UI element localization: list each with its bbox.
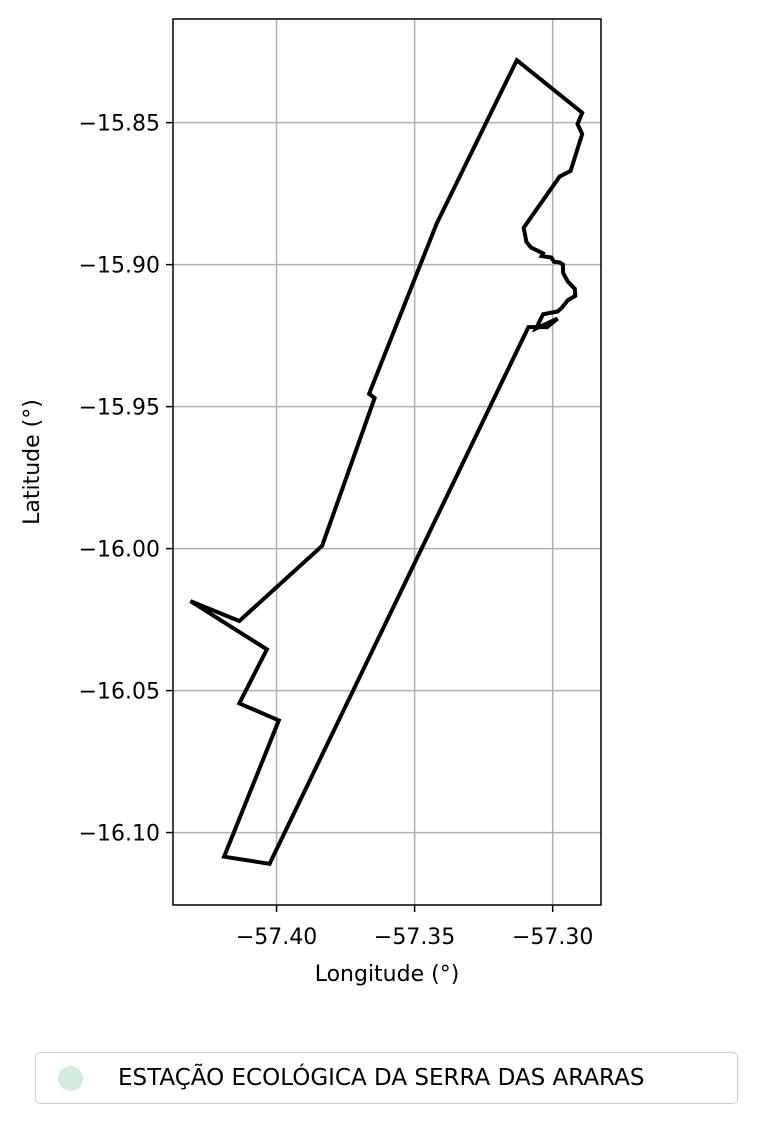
y-axis-label: Latitude (°) xyxy=(20,399,45,525)
x-axis-ticks: −57.40 −57.35 −57.30 xyxy=(236,905,593,950)
y-tick-label: −16.00 xyxy=(79,538,160,563)
y-tick-label: −16.05 xyxy=(79,680,160,705)
map-figure: −57.40 −57.35 −57.30 −15.85 −15.90 −15.95 −16… xyxy=(20,18,602,987)
y-tick-label: −15.85 xyxy=(79,112,160,137)
x-tick-label: −57.40 xyxy=(236,925,317,950)
legend: ESTAÇÃO ECOLÓGICA DA SERRA DAS ARARAS xyxy=(35,1052,738,1104)
y-tick-label: −16.10 xyxy=(79,822,160,847)
y-tick-label: −15.90 xyxy=(79,254,160,279)
map-polygons xyxy=(189,57,585,867)
legend-marker-icon xyxy=(58,1065,83,1091)
y-axis-ticks: −15.85 −15.90 −15.95 −16.00 −16.05 −16.10 xyxy=(79,112,173,847)
protected-area-boundary xyxy=(189,57,585,867)
y-tick-label: −15.95 xyxy=(79,396,160,421)
grid-lines xyxy=(173,19,601,905)
x-tick-label: −57.35 xyxy=(374,925,455,950)
legend-label: ESTAÇÃO ECOLÓGICA DA SERRA DAS ARARAS xyxy=(118,1065,645,1091)
plot-area-frame xyxy=(172,18,602,906)
x-tick-label: −57.30 xyxy=(512,925,593,950)
x-axis-label: Longitude (°) xyxy=(315,962,460,987)
